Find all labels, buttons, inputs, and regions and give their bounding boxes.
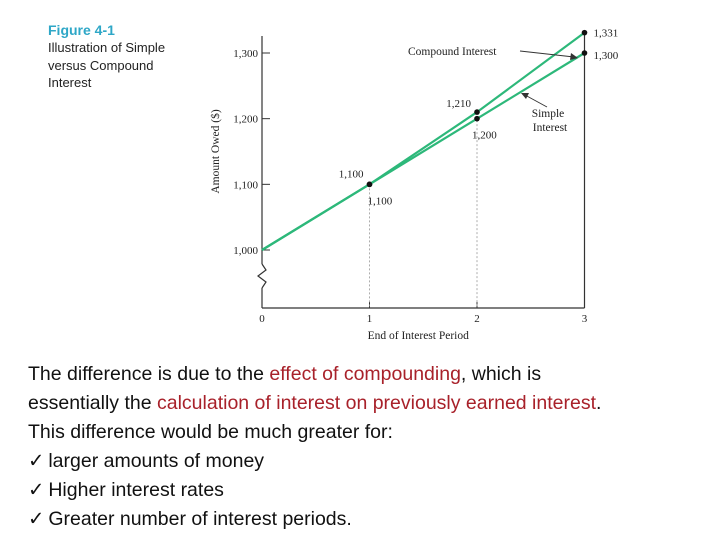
y-axis-break [257,263,267,289]
chart-axes [257,32,586,309]
y-tick-label: 1,100 [233,179,258,191]
highlight-effect-of-compounding: effect of compounding [269,363,461,385]
compound-point [474,109,480,115]
simple-interest-line [261,52,586,251]
x-tick-label: 1 [367,313,373,325]
figure-subtitle-line: Illustration of Simple [48,40,166,55]
simple-point-label: 1,200 [472,130,497,142]
bullet-item: ✓ Higher interest rates [28,476,708,505]
explanation-text: The difference is due to the effect of c… [28,360,708,534]
x-tick-label: 0 [259,313,265,325]
bullet-item: ✓ larger amounts of money [28,447,708,476]
compound-interest-line [261,31,586,251]
check-icon: ✓ [28,479,45,501]
simple-point-label: 1,300 [594,50,619,62]
simple-point-label: 1,100 [368,195,393,207]
simple-leader-arrow [521,93,529,99]
simple-leader-line [524,94,548,108]
text-segment: , which is [460,363,542,385]
compound-point-label: 1,100 [339,168,364,180]
x-tick-label: 3 [582,313,588,325]
figure-subtitle-line: versus Compound [48,57,154,73]
chart-labels: End of Interest Period Amount Owed ($) 1,1… [209,28,619,342]
text-segment: . [596,392,602,414]
explanation-line-3: This difference would be much greater fo… [28,421,393,443]
simple-series-name: Interest [533,122,568,134]
compound-point-label: 1,210 [446,98,471,110]
simple-point [581,50,588,56]
bullet-text: Higher interest rates [48,479,224,501]
check-icon: ✓ [28,508,45,530]
bullet-item: ✓ Greater number of interest periods. [28,505,708,534]
figure-title: Figure 4-1 [48,22,115,38]
chart-series [261,29,588,251]
check-icon: ✓ [28,450,45,472]
bullet-text: Greater number of interest periods. [48,508,352,530]
y-axis-label: Amount Owed ($) [209,109,222,193]
compound-leader-line [519,50,575,58]
y-tick-label: 1,300 [233,48,258,60]
x-axis-label: End of Interest Period [368,330,469,342]
y-tick-label: 1,200 [233,114,258,126]
text-segment: The difference is due to the [28,363,270,385]
chart-ticks: 1,000 1,100 1,200 1,300 0 1 2 3 [233,48,588,325]
highlight-calculation-of-interest: calculation of interest on previously ea… [157,392,596,414]
figure-subtitle-line: Interest [48,75,92,90]
simple-point [474,115,480,122]
text-segment: essentially the [28,392,157,414]
compound-leader-arrow [570,53,578,60]
y-tick-label: 1,000 [233,245,258,257]
explanation-line-2: essentially the calculation of interest … [28,389,708,418]
compound-point [581,29,588,36]
figure-caption: Figure 4-1 Illustration of Simple versus… [48,22,208,92]
compound-series-name: Compound Interest [408,46,497,58]
simple-point [366,181,373,188]
simple-series-name: Simple [532,108,565,120]
line-chart: 1,000 1,100 1,200 1,300 0 1 2 3 End of Interest… [209,28,619,342]
bullet-text: larger amounts of money [48,450,265,472]
explanation-line-1: The difference is due to the effect of c… [28,360,708,389]
compound-point-label: 1,331 [594,28,619,40]
x-tick-label: 2 [474,313,480,325]
